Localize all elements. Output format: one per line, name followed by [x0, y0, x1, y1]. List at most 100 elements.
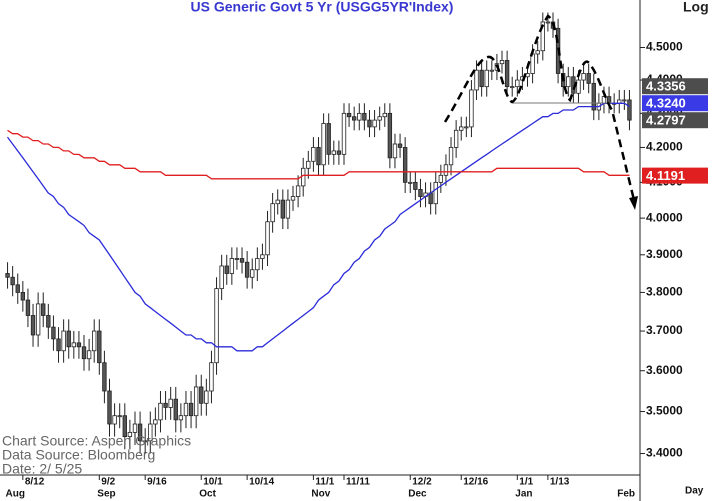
candle-body [515, 79, 520, 88]
value-label: 4.2797 [646, 113, 686, 128]
candle-body [311, 147, 316, 162]
candle-body [408, 181, 413, 184]
candle-body [382, 112, 387, 118]
x-axis-label: Day [685, 486, 704, 497]
candle-body [438, 174, 444, 183]
candle-body [153, 419, 158, 425]
candle-body [137, 423, 143, 442]
candle-body [30, 315, 36, 336]
candle-body [341, 112, 347, 155]
candle-body [183, 402, 189, 417]
candle-body [316, 147, 321, 166]
month-label: Feb [617, 489, 635, 500]
candle-body [301, 167, 306, 187]
candle-body [586, 73, 591, 84]
candle-body [270, 203, 275, 223]
candle-body [280, 199, 286, 219]
head-shoulders-path [443, 14, 636, 201]
chart-title: US Generic Govt 5 Yr (USGG5YR'Index) [191, 0, 454, 15]
value-label-box [642, 95, 708, 112]
candle-body [163, 402, 168, 408]
candle-body [566, 76, 571, 88]
candle-body [265, 221, 270, 256]
candle-body [209, 362, 214, 392]
candle-body [15, 284, 20, 293]
y-tick-label: 3.9000 [646, 247, 683, 261]
candle-body [306, 160, 311, 169]
candle-body [362, 112, 367, 121]
x-tick-label: 9/2 [101, 477, 115, 488]
candle-body [229, 258, 235, 274]
candle-body [489, 69, 495, 72]
candle-body [367, 119, 372, 128]
candle-body [158, 402, 163, 421]
candle-body [132, 423, 138, 433]
candle-body [97, 330, 102, 364]
candle-body [66, 330, 71, 348]
candle-body [117, 415, 122, 418]
candle-body [464, 126, 469, 129]
x-tick-label: 8/12 [25, 477, 45, 488]
x-tick-label: 11/1 [315, 477, 334, 488]
candle-body [239, 258, 245, 263]
month-label: Sep [97, 489, 115, 500]
candle-body [331, 150, 336, 155]
candle-body [122, 415, 127, 437]
month-label: Aug [6, 489, 25, 500]
candle-body [234, 258, 240, 260]
candle-body [199, 386, 204, 404]
candle-body [576, 79, 581, 94]
value-label: 4.3240 [646, 96, 686, 111]
x-tick-label: 10/1 [203, 477, 223, 488]
x-tick-label: 10/14 [249, 477, 274, 488]
candle-body [321, 123, 326, 166]
value-label-box [642, 167, 708, 184]
candle-body [591, 82, 596, 111]
x-tick-label: 12/2 [412, 477, 432, 488]
candle-body [224, 265, 229, 274]
candle-body [351, 116, 357, 121]
y-tick-label: 3.8000 [646, 285, 683, 299]
candle-body [204, 390, 209, 404]
candle-body [5, 273, 10, 278]
y-tick-label: 4.0000 [646, 210, 683, 224]
candle-body [504, 60, 510, 88]
candle-body [499, 60, 505, 65]
y-tick-label: 4.5000 [646, 40, 683, 54]
candle-body [433, 181, 438, 205]
moving-average-line [6, 102, 630, 352]
candle-body [459, 126, 464, 131]
candle-body [510, 86, 515, 89]
candle-body [535, 50, 540, 55]
candle-body [20, 292, 26, 301]
candle-body [178, 415, 184, 421]
candle-body [469, 89, 474, 128]
candle-body [474, 69, 479, 91]
candle-body [581, 73, 586, 81]
moving-average-line [7, 129, 630, 180]
candle-body [290, 196, 296, 201]
y-tick-label: 3.7000 [646, 323, 683, 337]
candle-body [41, 303, 46, 316]
candle-body [102, 362, 107, 392]
candle-body [413, 181, 418, 190]
candle-body [173, 398, 178, 421]
y-tick-label: 3.6000 [646, 363, 683, 377]
y-tick-label: 3.5000 [646, 404, 683, 418]
pattern-annotation [443, 14, 638, 210]
candle-body [35, 303, 41, 336]
candle-body [357, 112, 362, 121]
scale-label: Log [683, 0, 709, 15]
candle-body [250, 269, 255, 278]
candle-body [479, 69, 484, 88]
candle-body [51, 326, 56, 340]
candle-body [448, 147, 454, 166]
x-tick-label: 9/16 [147, 477, 167, 488]
y-tick-label: 4.2000 [646, 140, 683, 154]
candle-body [112, 415, 117, 425]
candle-body [402, 147, 408, 183]
x-tick-label: 12/16 [463, 477, 488, 488]
candle-body [453, 129, 459, 148]
candle-body [168, 398, 173, 408]
